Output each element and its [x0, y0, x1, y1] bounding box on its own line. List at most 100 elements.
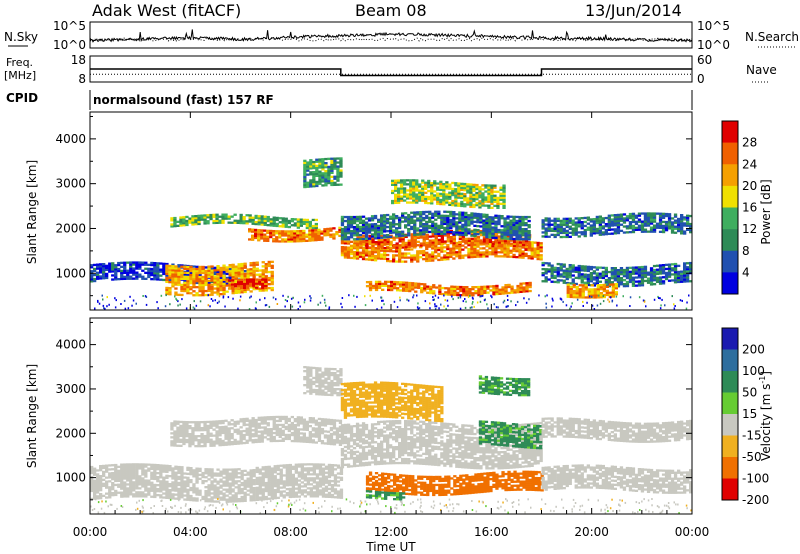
power-cells-cell: [611, 287, 615, 290]
power-cells-scatter: [222, 296, 225, 299]
power-cells-cell: [228, 268, 232, 271]
power-cells-cell: [667, 273, 672, 276]
vel-cells-cell: [123, 493, 127, 496]
power-cells-cell: [225, 276, 229, 280]
power-cells-cell: [611, 285, 615, 288]
power-cells-cell: [628, 221, 633, 224]
power-cells-cell: [309, 181, 313, 184]
power-cells-scatter: [145, 296, 148, 298]
power-cells-cell: [326, 227, 330, 231]
power-cells-cell: [308, 237, 312, 240]
power-cells-cell: [216, 293, 220, 296]
power-cells-cell: [574, 268, 578, 271]
vel-cells-cell: [99, 485, 103, 488]
power-cells-cell: [544, 217, 548, 220]
power-cells-cell: [210, 277, 214, 280]
power-cells-cell: [114, 266, 118, 269]
power-cells-cell: [544, 231, 548, 234]
power-cells-cell: [394, 187, 398, 190]
power-cells-cell: [455, 213, 459, 216]
power-cells-cell: [482, 223, 486, 226]
vel-cells-cell: [210, 496, 214, 499]
power-cells-cell: [355, 229, 360, 233]
vel-cells-cell: [213, 500, 217, 503]
power-cells-cell: [649, 230, 654, 233]
power-cells-cell: [413, 227, 417, 230]
power-cells-cell: [500, 229, 504, 232]
power-cells-cell: [431, 259, 435, 262]
power-cells-cell: [559, 263, 563, 266]
vel-cells-cell: [180, 476, 184, 479]
power-cells-cell: [278, 225, 282, 228]
power-cells-cell: [458, 233, 462, 236]
power-cells-cell: [236, 221, 240, 224]
power-cells-cell: [628, 225, 633, 228]
power-cells-cell: [183, 281, 187, 285]
vel-cells-cell: [189, 469, 193, 472]
power-cells-cell: [683, 274, 687, 277]
power-cells-cell: [415, 183, 419, 186]
power-cells-cell: [410, 239, 414, 242]
power-cells-cell: [583, 275, 587, 278]
power-cells-cell: [562, 271, 566, 274]
power-cells-cell: [252, 265, 256, 269]
power-cells-cell: [677, 227, 681, 231]
power-cells-cell: [487, 184, 491, 187]
power-cells-cell: [237, 267, 241, 270]
vel-cells-cell: [210, 488, 214, 491]
power-cells-cell: [168, 274, 172, 278]
power-cells-cell: [446, 243, 450, 247]
power-cells-cell: [192, 267, 196, 271]
vel-cells-cell: [192, 473, 196, 476]
power-cells-cell: [491, 245, 495, 248]
power-cells-cell: [625, 276, 630, 280]
power-cells-cell: [476, 253, 480, 256]
power-cells-cell: [183, 267, 187, 270]
power-cells-cell: [586, 281, 590, 285]
power-cells-cell: [510, 285, 514, 288]
power-cells-cell: [431, 241, 435, 244]
power-cells-cell: [429, 291, 433, 295]
power-cells-cell: [359, 240, 363, 243]
power-cells-cell: [485, 213, 489, 217]
vel-cells-cell: [144, 471, 148, 474]
power-cells-cell: [318, 182, 322, 185]
power-cells-cell: [171, 275, 175, 278]
power-cells-cell: [482, 215, 486, 218]
power-cells-cell: [406, 195, 410, 198]
vel-cells-cell: [150, 467, 154, 470]
power-cells-cell: [389, 235, 393, 238]
power-cells-scatter: [545, 302, 547, 305]
power-cells-cell: [156, 276, 160, 279]
power-cells-cell: [266, 217, 270, 221]
power-cells-cell: [458, 211, 462, 214]
power-cells-cell: [661, 268, 666, 271]
power-cells-cell: [509, 225, 513, 228]
power-cells-cell: [191, 217, 195, 220]
power-cells-cell: [317, 238, 321, 241]
power-cells-cell: [174, 287, 178, 290]
power-cells-cell: [141, 261, 145, 264]
power-cells-cell: [437, 240, 441, 244]
power-cells-cell: [308, 222, 312, 226]
power-cells-cell: [327, 181, 331, 185]
power-cells-cell: [518, 219, 522, 223]
vel-cells-cell: [174, 485, 178, 488]
power-cells-cell: [577, 273, 581, 276]
power-cells-cell: [434, 239, 438, 242]
power-cells-scatter: [354, 305, 356, 308]
power-cells-cell: [574, 282, 578, 286]
power-cells-cell: [431, 222, 435, 225]
power-cells-cell: [607, 228, 611, 231]
power-cells-cell: [466, 185, 470, 188]
power-cells-scatter: [299, 305, 301, 308]
power-cells-cell: [315, 182, 319, 186]
power-cells-cell: [261, 261, 265, 264]
power-cells-cell: [415, 187, 419, 190]
power-cells-cell: [625, 282, 630, 286]
power-cells-cell: [168, 264, 172, 268]
power-cells-cell: [655, 212, 660, 215]
power-cells-cell: [308, 235, 312, 238]
vel-cells-cell: [207, 478, 211, 481]
power-cells-cell: [601, 219, 605, 222]
